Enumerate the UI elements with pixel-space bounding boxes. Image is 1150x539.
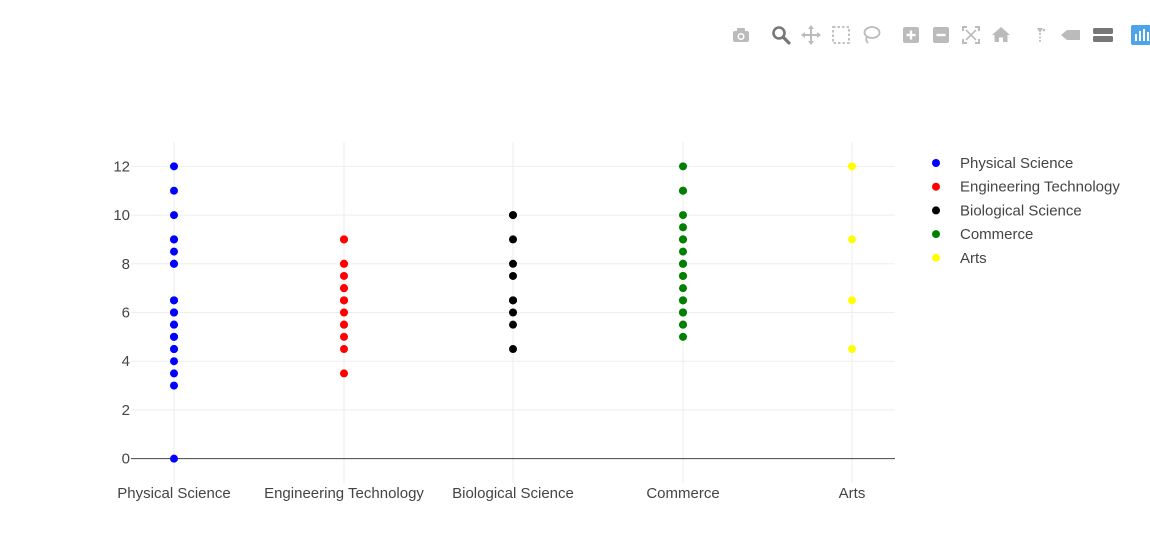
data-point[interactable] [170,454,178,463]
data-point[interactable] [340,345,348,354]
x-tick-label: Arts [839,485,866,502]
data-point[interactable] [340,235,348,244]
y-tick-label: 6 [122,305,130,322]
data-point[interactable] [340,369,348,378]
legend-marker [932,182,940,191]
hover-compare-icon[interactable] [1090,22,1116,48]
camera-icon[interactable] [728,22,754,48]
data-point[interactable] [170,296,178,305]
data-point[interactable] [170,369,178,378]
x-tick-label: Commerce [646,485,719,502]
x-axis-ticks: Physical Science Engineering Technology Bi… [117,485,865,502]
data-point[interactable] [679,320,687,329]
data-point[interactable] [170,162,178,171]
data-point[interactable] [170,211,178,220]
pan-icon[interactable] [798,22,824,48]
data-point[interactable] [170,235,178,244]
zoom-icon[interactable] [768,22,794,48]
data-point[interactable] [679,211,687,220]
hover-closest-icon[interactable] [1058,22,1084,48]
legend-item[interactable]: Engineering Technology [932,179,1120,196]
data-point[interactable] [170,332,178,341]
data-point[interactable] [170,308,178,317]
data-point[interactable] [340,308,348,317]
data-point[interactable] [679,296,687,305]
legend-label: Physical Science [960,155,1073,172]
data-point[interactable] [170,357,178,366]
data-point[interactable] [340,271,348,280]
data-point[interactable] [340,259,348,268]
modebar [728,22,1150,48]
zoom-in-icon[interactable] [898,22,924,48]
legend-item[interactable]: Biological Science [932,202,1082,219]
data-point[interactable] [679,247,687,256]
data-point[interactable] [509,211,517,220]
data-point[interactable] [679,308,687,317]
data-point[interactable] [679,284,687,293]
y-axis-ticks: 0 2 4 6 8 10 12 [113,158,130,467]
data-point[interactable] [340,320,348,329]
y-tick-label: 8 [122,256,130,273]
zoom-out-icon[interactable] [928,22,954,48]
legend-item[interactable]: Physical Science [932,155,1073,172]
x-tick-label: Engineering Technology [264,485,424,502]
legend-marker [932,230,940,239]
x-tick-label: Physical Science [117,485,230,502]
legend-marker [932,206,940,215]
data-point[interactable] [679,223,687,232]
data-point[interactable] [340,284,348,293]
legend-marker [932,159,940,167]
y-tick-label: 10 [113,207,130,224]
data-point[interactable] [848,296,856,305]
data-point[interactable] [848,162,856,171]
y-tick-label: 12 [113,158,130,175]
y-tick-label: 0 [122,451,130,468]
lasso-select-icon[interactable] [858,22,884,48]
legend-item[interactable]: Commerce [932,226,1033,243]
data-point[interactable] [848,235,856,244]
data-point[interactable] [340,296,348,305]
legend-label: Arts [960,250,987,267]
data-point[interactable] [170,381,178,390]
data-point[interactable] [509,235,517,244]
spike-lines-icon[interactable] [1028,22,1054,48]
legend-item[interactable]: Arts [932,250,987,267]
data-point[interactable] [509,320,517,329]
data-point[interactable] [340,332,348,341]
autoscale-icon[interactable] [958,22,984,48]
data-point[interactable] [170,259,178,268]
legend-marker [932,253,940,262]
legend-label: Engineering Technology [960,179,1120,196]
data-point[interactable] [679,235,687,244]
data-point[interactable] [679,332,687,341]
data-point[interactable] [170,345,178,354]
data-point[interactable] [848,345,856,354]
plotly-logo-icon[interactable] [1128,22,1150,48]
data-point[interactable] [509,259,517,268]
home-icon[interactable] [988,22,1014,48]
data-point[interactable] [509,271,517,280]
y-tick-label: 4 [122,353,130,370]
box-select-icon[interactable] [828,22,854,48]
data-point[interactable] [509,345,517,354]
legend-label: Biological Science [960,202,1082,219]
data-point[interactable] [679,186,687,195]
data-point[interactable] [170,186,178,195]
data-point[interactable] [170,247,178,256]
x-tick-label: Biological Science [452,485,574,502]
legend-label: Commerce [960,226,1033,243]
y-tick-label: 2 [122,402,130,419]
data-points[interactable] [170,162,856,463]
data-point[interactable] [509,308,517,317]
data-point[interactable] [679,162,687,171]
data-point[interactable] [679,271,687,280]
data-point[interactable] [170,320,178,329]
data-point[interactable] [679,259,687,268]
legend[interactable]: Physical Science Engineering Technology Bi… [932,155,1120,267]
data-point[interactable] [509,296,517,305]
